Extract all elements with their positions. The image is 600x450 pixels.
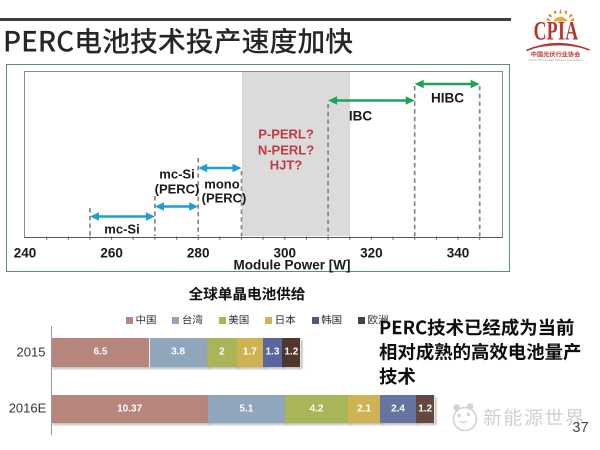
svg-text:CPIA: CPIA (534, 16, 579, 45)
svg-text:China Photovoltaic Industry As: China Photovoltaic Industry Association (528, 58, 582, 62)
